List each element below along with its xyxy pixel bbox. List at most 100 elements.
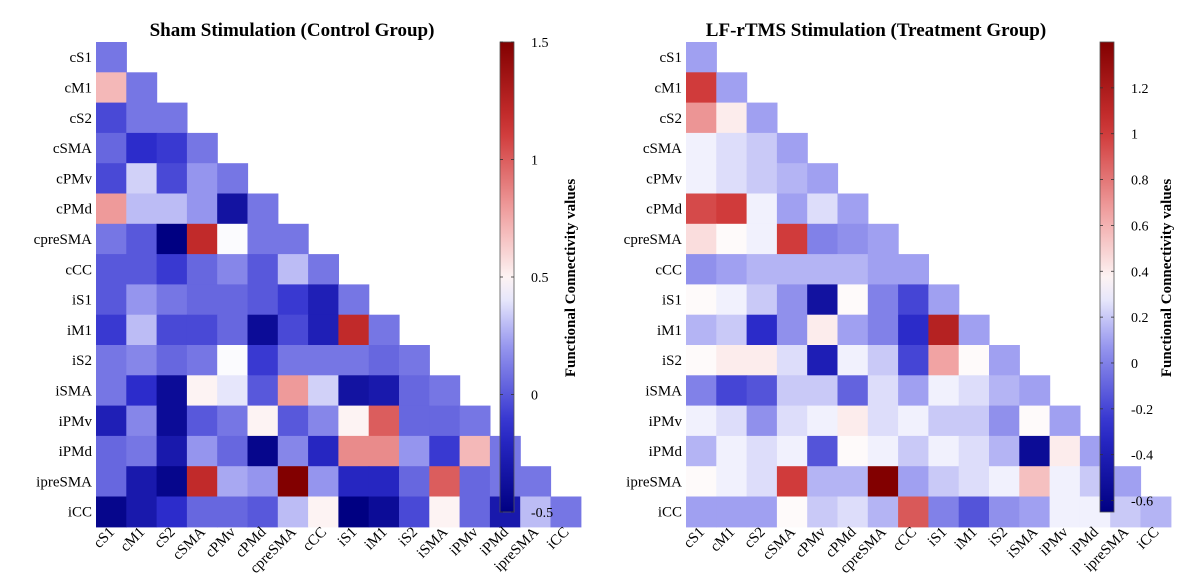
heatmap-cell (928, 496, 960, 528)
heatmap-cell (459, 405, 491, 437)
heatmap-cell (338, 284, 370, 316)
x-tick-label: cPMv (203, 524, 240, 561)
heatmap-cell (277, 435, 309, 467)
heatmap-cell (429, 375, 461, 407)
x-tick-label: cS1 (681, 524, 708, 551)
heatmap-cell (686, 193, 717, 225)
heatmap-cell (126, 405, 158, 437)
x-tick-label: cM1 (708, 524, 739, 555)
y-tick-label: iPMv (59, 414, 93, 430)
heatmap-cell (776, 314, 808, 346)
heatmap-cell (368, 405, 400, 437)
heatmap-cell (308, 314, 339, 346)
heatmap-cell (898, 314, 929, 346)
heatmap-cell (989, 466, 1020, 498)
heatmap-cell (746, 223, 778, 255)
heatmap-cell (746, 193, 778, 225)
heatmap-cell (837, 435, 869, 467)
heatmap-cell (96, 375, 127, 407)
heatmap-cell (156, 496, 188, 528)
heatmap-cell (807, 284, 839, 316)
heatmap-cell (126, 72, 158, 104)
y-tick-label: iSMA (55, 383, 92, 399)
heatmap-cell (156, 405, 188, 437)
heatmap-cell (686, 102, 717, 134)
heatmap-cell (368, 314, 400, 346)
heatmap-cell (837, 223, 869, 255)
heatmap-cell (686, 284, 717, 316)
heatmap-cell (217, 193, 249, 225)
y-tick-label: iS1 (72, 293, 92, 309)
heatmap-cell (399, 375, 430, 407)
heatmap-cell (156, 193, 188, 225)
heatmap-cell (776, 375, 808, 407)
heatmap-cell (928, 284, 960, 316)
x-tick-label: iM1 (952, 524, 981, 553)
heatmap-cell (338, 345, 370, 376)
heatmap-cell (746, 254, 778, 285)
x-tick-label: iSMA (1004, 524, 1041, 561)
y-tick-label: cPMv (56, 171, 92, 187)
heatmap-cell (776, 284, 808, 316)
colorbar-tick-label: 0.2 (1131, 311, 1149, 326)
heatmap-cell (807, 496, 839, 528)
y-tick-label: iS2 (72, 353, 92, 369)
heatmap-cell (247, 254, 279, 285)
heatmap-cell (126, 496, 158, 528)
colorbar-tick-label: -0.6 (1131, 495, 1153, 510)
heatmap-cell (867, 314, 899, 346)
heatmap-cell (837, 345, 869, 376)
y-tick-label: cS1 (660, 50, 683, 66)
heatmap-cell (126, 314, 158, 346)
heatmap-cell (958, 314, 990, 346)
heatmap-cell (308, 435, 339, 467)
heatmap-cell (156, 345, 188, 376)
x-tick-label: cCC (890, 524, 920, 554)
heatmap-cell (716, 132, 748, 164)
heatmap-cell (96, 254, 127, 285)
heatmap-cell (686, 435, 717, 467)
heatmap-cell (686, 496, 717, 528)
heatmap-cell (429, 405, 461, 437)
y-tick-label: cCC (655, 262, 682, 278)
heatmap-cell (837, 405, 869, 437)
heatmap-cell (746, 466, 778, 498)
colorbar-tick-label: 0.5 (531, 271, 549, 286)
colorbar-tick-label: 0.8 (1131, 174, 1149, 189)
sham-panel: Sham Stimulation (Control Group) Functio… (34, 20, 582, 577)
heatmap-cell (989, 345, 1020, 376)
heatmap-cell (807, 193, 839, 225)
y-tick-label: iCC (68, 505, 92, 521)
heatmap-cell (776, 435, 808, 467)
heatmap-cell (429, 496, 461, 528)
heatmap-cell (1019, 405, 1051, 437)
heatmap-cell (867, 375, 899, 407)
x-tick-label: iSMA (414, 524, 451, 561)
heatmap-cell (217, 223, 249, 255)
y-tick-label: iM1 (657, 323, 682, 339)
colorbar-tick-label: -0.2 (1131, 403, 1153, 418)
heatmap-cell (156, 254, 188, 285)
heatmap-cell (126, 163, 158, 195)
x-tick-label: iM1 (362, 524, 391, 553)
heatmap-cell (1140, 496, 1172, 528)
heatmap-cell (186, 254, 218, 285)
heatmap-cell (338, 314, 370, 346)
heatmap-cell (837, 193, 869, 225)
heatmap-cell (429, 466, 461, 498)
colorbar-tick-label: 1 (1131, 128, 1138, 143)
heatmap-cell (277, 405, 309, 437)
heatmap-cell (217, 435, 249, 467)
heatmap-cell (217, 345, 249, 376)
heatmap-cell (807, 435, 839, 467)
heatmap-cell (338, 435, 370, 467)
heatmap-cell (217, 254, 249, 285)
heatmap-cell (989, 435, 1020, 467)
x-tick-label: iS1 (335, 524, 360, 549)
heatmap-cell (776, 132, 808, 164)
heatmap-cell (186, 132, 218, 164)
heatmap-cell (186, 466, 218, 498)
heatmap-cell (716, 72, 748, 104)
heatmap-cell (746, 102, 778, 134)
